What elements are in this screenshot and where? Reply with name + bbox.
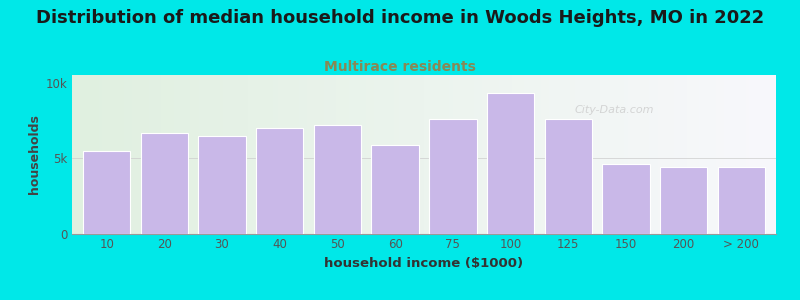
Bar (256, 128, 303, 234)
Bar (487, 93, 534, 234)
X-axis label: household income ($1000): household income ($1000) (325, 257, 523, 270)
Bar (314, 125, 361, 234)
Bar (602, 164, 650, 234)
Bar (429, 119, 477, 234)
Text: Multirace residents: Multirace residents (324, 60, 476, 74)
Bar (545, 119, 592, 234)
Bar (660, 167, 707, 234)
Bar (718, 167, 765, 234)
Bar (371, 145, 419, 234)
Bar (141, 133, 188, 234)
Bar (83, 151, 130, 234)
Y-axis label: households: households (27, 115, 41, 194)
Bar (198, 136, 246, 234)
Text: Distribution of median household income in Woods Heights, MO in 2022: Distribution of median household income … (36, 9, 764, 27)
Text: City-Data.com: City-Data.com (574, 105, 654, 115)
